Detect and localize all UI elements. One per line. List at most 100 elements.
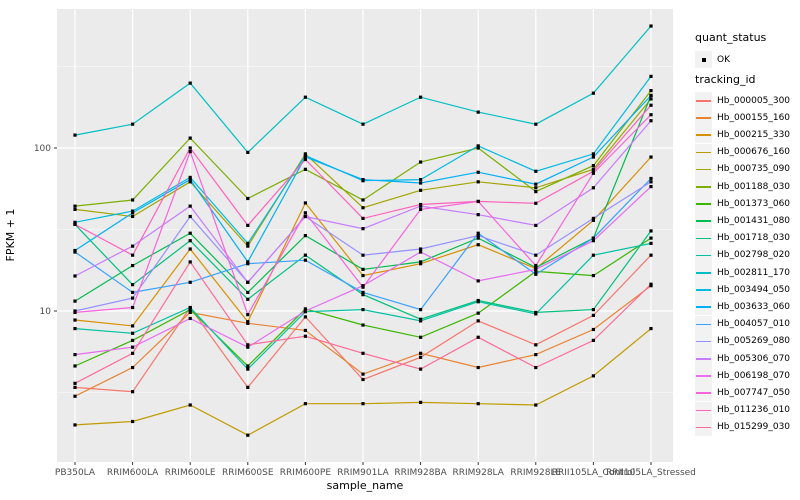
legend-item-Hb_000215_330: Hb_000215_330 [695,126,790,144]
data-point-Hb_007747_050 [188,150,192,154]
legend-item-label: Hb_001373_060 [717,198,791,209]
legend-item-label: Hb_006198_070 [717,370,791,381]
data-point-Hb_000215_330 [419,262,423,266]
data-point-Hb_001431_080 [73,299,77,303]
data-point-Hb_002811_170 [591,91,595,95]
legend-item-label: Hb_000676_160 [717,147,791,158]
data-point-Hb_003494_050 [649,74,653,78]
y-axis-title: FPKM + 1 [4,209,17,262]
legend-key [695,315,712,333]
data-point-Hb_001431_080 [419,260,423,264]
data-point-Hb_002811_170 [131,122,135,126]
legend-key [695,384,712,402]
legend-key [695,350,712,367]
legend-swatch-line [696,237,711,240]
data-point-Hb_007747_050 [361,285,365,289]
legend-swatch-line [696,306,711,308]
data-point-Hb_011236_010 [73,222,77,226]
data-point-Hb_000005_300 [303,315,307,319]
data-point-Hb_001373_060 [591,273,595,278]
x-tick-label: RRII105LA_Control [552,468,635,478]
data-point-Hb_000735_090 [419,188,423,192]
legend-key [695,418,712,436]
legend-item-label: Hb_005306_070 [717,353,791,364]
data-point-Hb_011236_010 [361,216,365,220]
legend-item-label: Hb_005269_080 [717,336,791,347]
data-point-Hb_002811_170 [476,110,480,114]
legend-item-ok: OK [695,51,730,68]
data-point-Hb_000155_160 [246,321,250,325]
data-point-Hb_000676_160 [303,402,307,406]
data-point-Hb_006198_070 [649,184,653,189]
legend-item-label: Hb_001718_030 [717,233,791,244]
data-point-Hb_005269_080 [361,253,365,257]
data-point-Hb_007747_050 [419,207,423,212]
legend-item-label: Hb_011236_010 [717,405,791,416]
data-point-Hb_001718_030 [303,253,307,257]
data-point-Hb_003633_060 [534,182,538,186]
legend-item-label: Hb_000155_160 [717,112,791,123]
data-point-Hb_007747_050 [303,211,307,215]
x-tick-label: RRIM600PE [280,468,332,478]
data-point-Hb_000215_330 [361,273,365,278]
data-point-Hb_001373_060 [476,311,480,315]
data-point-Hb_000215_330 [246,320,250,324]
data-point-Hb_000676_160 [188,403,192,407]
data-point-Hb_015299_030 [649,282,653,286]
legend-title-quant-status: quant_status [695,31,767,44]
data-point-Hb_004057_010 [476,231,480,235]
y-tick-label: 100 [34,144,51,154]
legend-swatch-line [696,100,711,102]
data-point-Hb_002811_170 [73,133,77,137]
data-point-Hb_002798_020 [534,312,538,316]
legend-key [695,212,712,230]
data-point-Hb_011236_010 [591,169,595,173]
data-point-Hb_001718_030 [361,293,365,297]
legend-swatch-line [696,168,711,171]
legend-swatch-line [696,151,711,154]
data-point-Hb_002811_170 [419,95,423,99]
legend-item-Hb_001373_060: Hb_001373_060 [695,195,791,213]
data-point-Hb_000155_160 [476,365,480,370]
data-point-Hb_002798_020 [361,307,365,312]
data-point-Hb_002798_020 [649,241,653,245]
data-point-Hb_005269_080 [131,296,135,300]
data-point-Hb_001188_030 [419,160,423,164]
data-point-Hb_000005_300 [476,319,480,323]
data-point-Hb_005269_080 [188,214,192,219]
data-point-Hb_000735_090 [131,214,135,219]
legend: quant_status OK tracking_id Hb_000005_30… [688,0,800,500]
legend-key [695,332,712,350]
legend-swatch-line [696,186,711,188]
legend-key [695,246,712,264]
data-point-Hb_007747_050 [73,310,77,315]
legend-item-Hb_003633_060: Hb_003633_060 [695,298,790,316]
data-point-Hb_006198_070 [476,279,480,283]
legend-item-Hb_000676_160: Hb_000676_160 [695,143,791,161]
data-point-Hb_000676_160 [591,374,595,378]
legend-key [695,281,712,299]
data-point-Hb_000005_300 [131,390,135,394]
data-point-Hb_011236_010 [246,223,250,228]
data-point-Hb_005306_070 [649,119,653,123]
data-point-Hb_001373_060 [246,364,250,368]
legend-item-Hb_003494_050: Hb_003494_050 [695,281,790,299]
legend-item-Hb_002811_170: Hb_002811_170 [695,264,790,281]
legend-item-label: Hb_002798_020 [717,250,791,261]
x-tick-label: RRIM600LE [165,468,216,478]
data-point-Hb_000005_300 [534,343,538,347]
legend-swatch-line [696,117,711,119]
x-tick-label: RRIM600LA [107,468,159,478]
data-point-Hb_001431_080 [361,267,365,271]
legend-item-Hb_000005_300: Hb_000005_300 [695,92,790,109]
legend-item-Hb_002798_020: Hb_002798_020 [695,246,791,264]
data-point-Hb_003633_060 [649,93,653,98]
data-point-Hb_011236_010 [303,157,307,162]
data-point-Hb_000215_330 [476,243,480,247]
data-point-Hb_000676_160 [476,402,480,406]
data-point-Hb_002798_020 [476,300,480,304]
data-point-Hb_000005_300 [361,377,365,382]
data-point-Hb_002798_020 [131,331,135,335]
data-point-Hb_015299_030 [303,334,307,338]
data-point-Hb_006198_070 [303,309,307,313]
